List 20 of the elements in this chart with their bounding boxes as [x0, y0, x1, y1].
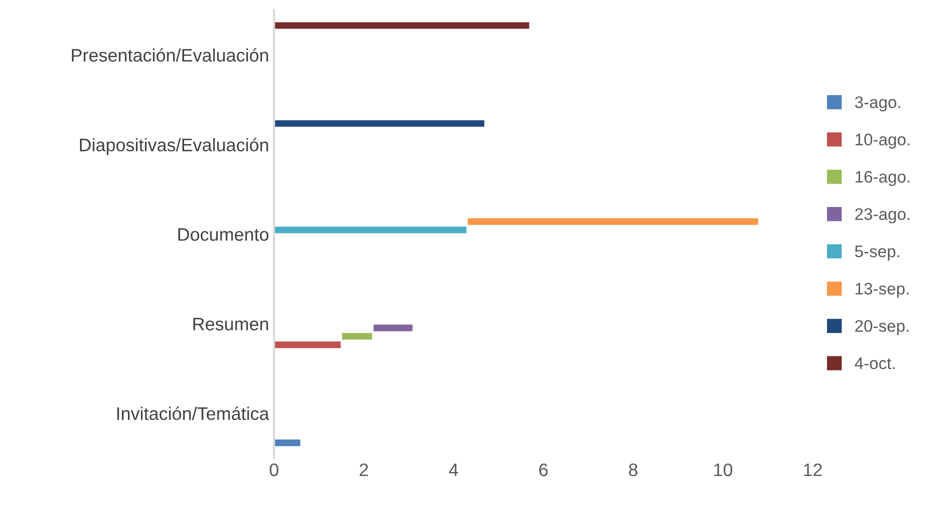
y-tick-label: Documento — [178, 228, 268, 241]
x-tick-label: 8 — [628, 463, 638, 476]
y-tick-label: Invitación/Temática — [117, 406, 270, 420]
legend-label: 3-ago. — [855, 96, 900, 112]
x-tick-label: 12 — [804, 463, 822, 476]
y-tick-label: Diapositivas/Evaluación — [80, 138, 268, 155]
legend-label: 20-sep. — [855, 320, 908, 336]
x-tick-label: 2 — [360, 463, 368, 476]
legend-label: 23-ago. — [855, 208, 910, 224]
legend-label: 13-sep. — [856, 282, 908, 298]
legend-label: 4-oct. — [854, 358, 895, 370]
y-tick-label: Resumen — [193, 318, 268, 330]
legend-label: 5-sep. — [855, 246, 900, 261]
x-tick-label: 4 — [448, 464, 458, 476]
legend-label: 10-ago. — [856, 134, 910, 149]
legend-label: 16-ago. — [856, 170, 910, 186]
x-tick-label: 6 — [539, 463, 548, 476]
x-tick-label: 10 — [714, 463, 732, 476]
y-tick-label: Presentación/Evaluación — [72, 48, 268, 62]
x-tick-label: 0 — [270, 463, 278, 476]
